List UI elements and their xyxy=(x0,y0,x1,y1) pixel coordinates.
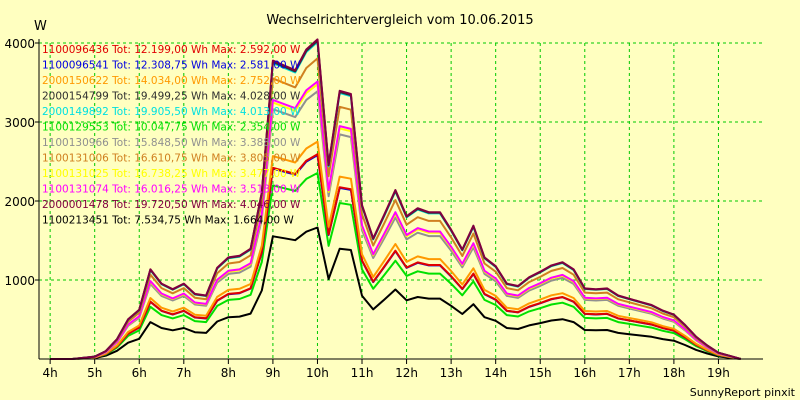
y-tick-label: 4000 xyxy=(4,37,35,51)
x-tick-label: 13h xyxy=(440,366,463,380)
legend-entry-1100131006: 1100131006 Tot: 16.610,75 Wh Max: 3.805,… xyxy=(42,153,301,165)
legend-entry-2000150622: 2000150622 Tot: 14.034,00 Wh Max: 2.752,… xyxy=(42,75,301,87)
x-tick-label: 5h xyxy=(87,366,102,380)
series-line-1100213451 xyxy=(50,226,741,360)
legend-entry-2000001478: 2000001478 Tot: 19.720,50 Wh Max: 4.046,… xyxy=(42,199,301,211)
legend-entry-2000154799: 2000154799 Tot: 19.499,25 Wh Max: 4.028,… xyxy=(42,91,301,103)
legend: 1100096436 Tot: 12.199,00 Wh Max: 2.592,… xyxy=(42,44,301,227)
legend-entry-1100096436: 1100096436 Tot: 12.199,00 Wh Max: 2.592,… xyxy=(42,44,301,56)
x-tick-label: 11h xyxy=(351,366,374,380)
series-line-1100130966 xyxy=(50,90,741,360)
y-tick-labels: 1000 2000 3000 4000 xyxy=(4,37,35,288)
legend-entry-1100129553: 1100129553 Tot: 10.047,75 Wh Max: 2.354,… xyxy=(42,122,301,134)
legend-entry-2000149892: 2000149892 Tot: 19.905,50 Wh Max: 4.013,… xyxy=(42,106,301,118)
x-tick-label: 19h xyxy=(707,366,730,380)
x-tick-label: 8h xyxy=(221,366,236,380)
x-tick-label: 9h xyxy=(265,366,280,380)
series-line-1100131006 xyxy=(50,57,741,360)
x-tick-labels: 4h 5h 6h 7h 8h 9h 10h 11h 12h 13h 14h 15h 16h 17h 18h 1… xyxy=(43,366,730,380)
y-tick-label: 1000 xyxy=(4,274,35,288)
axes xyxy=(35,39,763,364)
series-line-1100131074 xyxy=(50,80,741,360)
y-tick-label: 2000 xyxy=(4,195,35,209)
series-line-1100129553 xyxy=(50,172,741,360)
series-line-2000150622 xyxy=(50,140,741,360)
legend-entry-1100096541: 1100096541 Tot: 12.308,75 Wh Max: 2.581,… xyxy=(42,60,301,72)
x-tick-label: 17h xyxy=(618,366,641,380)
x-tick-label: 14h xyxy=(484,366,507,380)
x-tick-label: 16h xyxy=(573,366,596,380)
series-line-2000001478 xyxy=(50,38,741,360)
series-lines xyxy=(50,38,741,360)
x-tick-label: 4h xyxy=(43,366,58,380)
chart-title: Wechselrichtervergleich vom 10.06.2015 xyxy=(266,13,533,28)
y-axis-unit: W xyxy=(34,19,47,34)
x-tick-label: 15h xyxy=(529,366,552,380)
x-tick-label: 10h xyxy=(306,366,329,380)
x-tick-label: 7h xyxy=(176,366,191,380)
x-tick-label: 12h xyxy=(395,366,418,380)
legend-entry-1100130966: 1100130966 Tot: 15.848,50 Wh Max: 3.388,… xyxy=(42,137,301,149)
footer-credit: SunnyReport pinxit xyxy=(690,386,796,399)
legend-entry-1100131074: 1100131074 Tot: 16.016,25 Wh Max: 3.513,… xyxy=(42,184,301,196)
x-tick-label: 18h xyxy=(662,366,685,380)
legend-entry-1100213451: 1100213451 Tot: 7.534,75 Wh Max: 1.664,0… xyxy=(42,215,294,227)
y-tick-label: 3000 xyxy=(4,116,35,130)
legend-entry-1100131025: 1100131025 Tot: 16.738,25 Wh Max: 3.477,… xyxy=(42,168,301,180)
series-line-1100096436 xyxy=(50,153,741,360)
x-tick-label: 6h xyxy=(132,366,147,380)
